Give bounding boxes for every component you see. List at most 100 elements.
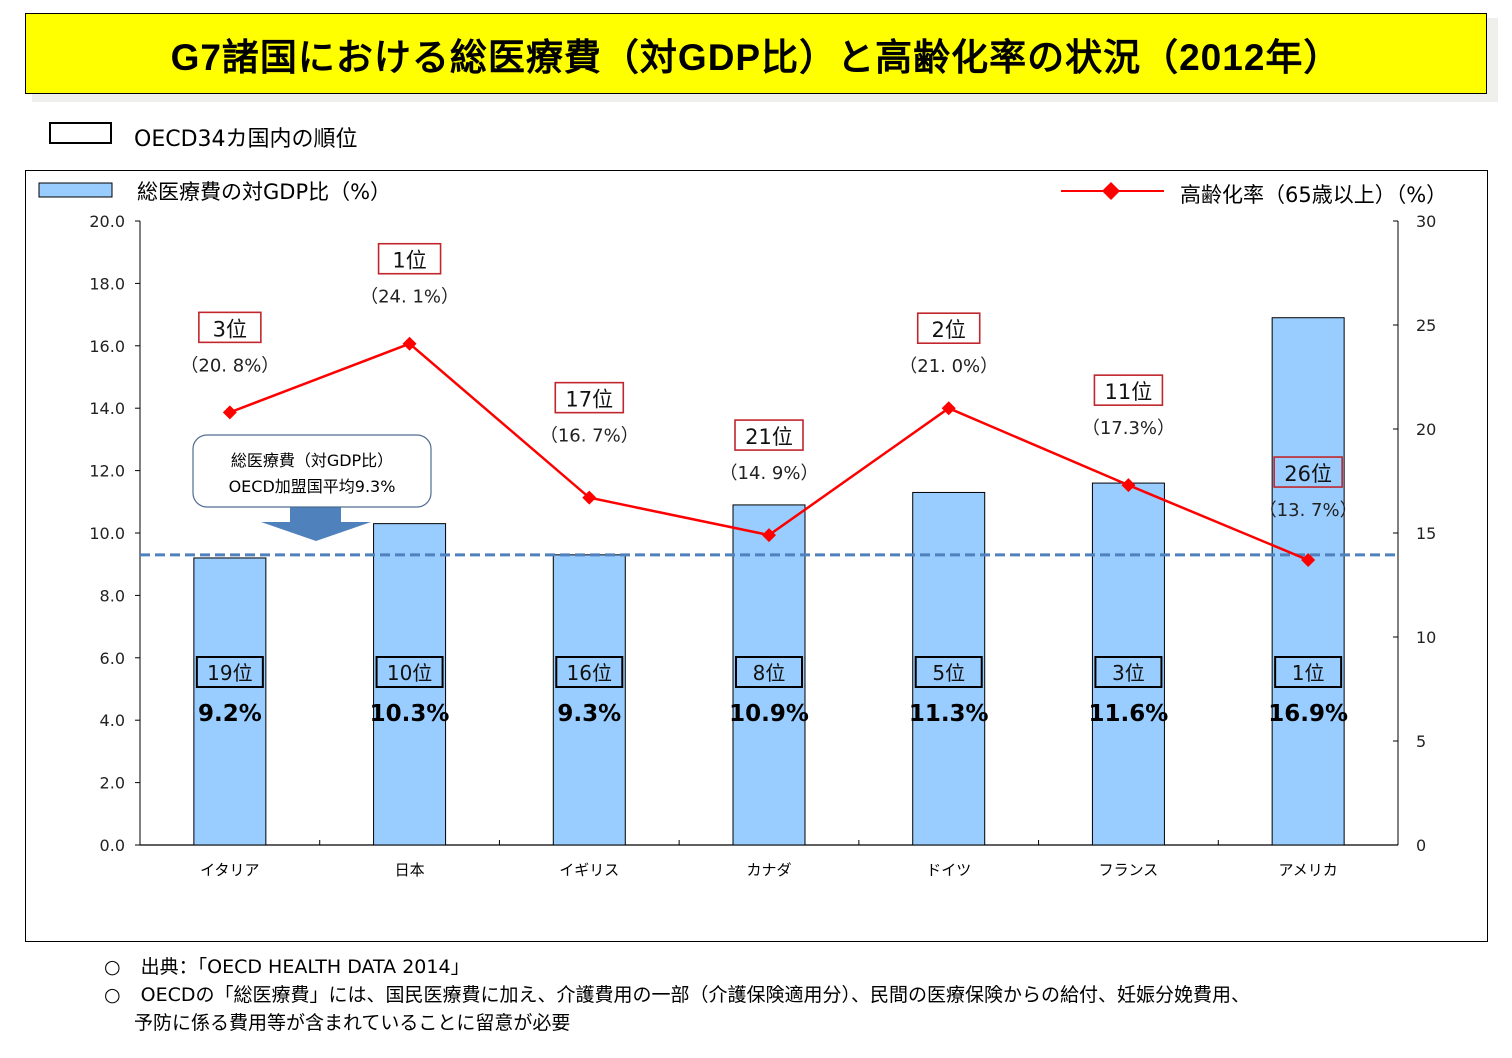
right-y-tick-label: 15 [1416, 524, 1436, 543]
note-definition: ○ OECDの「総医療費」には、国民医療費に加え、介護費用の一部（介護保険適用分… [104, 981, 1250, 1009]
elderly-rate-marker [1301, 553, 1316, 568]
bar-rank-box [1094, 656, 1163, 688]
bar-rank-label: 19位 [207, 661, 252, 685]
elderly-rate-marker [582, 490, 597, 505]
left-y-tick-label: 18.0 [89, 274, 125, 293]
bar-value-label: 10.9% [729, 701, 809, 727]
x-tick-label: イギリス [559, 861, 619, 879]
x-tick-label: フランス [1099, 861, 1159, 879]
elderly-rank-label: 1位 [392, 249, 426, 273]
note-source: ○ 出典：「OECD HEALTH DATA 2014」 [104, 953, 1250, 981]
bullet-icon: ○ [104, 984, 121, 1006]
elderly-rate-marker [1121, 478, 1136, 493]
note-text-line2: 予防に係る費用等が含まれていることに留意が必要 [134, 1012, 571, 1034]
right-y-tick-label: 10 [1416, 628, 1436, 647]
source-text: 出典：「OECD HEALTH DATA 2014」 [140, 956, 470, 978]
bar-value-label: 9.3% [557, 701, 621, 727]
page-title: G7諸国における総医療費（対GDP比）と高齢化率の状況（2012年） [170, 36, 1342, 78]
bar [373, 523, 447, 846]
bar-rank-label: 1位 [1292, 661, 1325, 685]
bar [912, 491, 986, 846]
elderly-rank-label: 26位 [1284, 462, 1332, 486]
bar [1091, 482, 1165, 846]
bar [1271, 317, 1345, 846]
callout-box [192, 434, 432, 508]
elderly-value-label: （24. 1%） [360, 287, 459, 308]
legend-line-label: 高齢化率（65歳以上）（%） [1180, 183, 1447, 207]
note-definition-cont: 予防に係る費用等が含まれていることに留意が必要 [104, 1009, 1250, 1037]
legend-bar-swatch [38, 182, 113, 198]
rank-legend-label: OECD34カ国内の順位 [134, 127, 358, 152]
elderly-rate-marker [941, 401, 956, 416]
elderly-rank-box [198, 311, 262, 344]
left-y-tick-label: 16.0 [89, 337, 125, 356]
bar-rank-box [1274, 656, 1343, 688]
left-y-tick-label: 20.0 [89, 212, 125, 231]
elderly-value-label: （21. 0%） [899, 356, 998, 377]
bar-rank-box [914, 656, 983, 688]
elderly-rank-box [554, 381, 625, 414]
x-tick-label: 日本 [395, 861, 425, 879]
note-text-line1: OECDの「総医療費」には、国民医療費に加え、介護費用の一部（介護保険適用分）、… [140, 984, 1251, 1006]
elderly-rank-label: 17位 [565, 388, 613, 412]
bar-rank-label: 10位 [387, 661, 432, 685]
footnotes: ○ 出典：「OECD HEALTH DATA 2014」 ○ OECDの「総医療… [104, 953, 1250, 1037]
elderly-rank-label: 11位 [1105, 380, 1153, 404]
left-y-tick-label: 0.0 [100, 836, 125, 855]
elderly-value-label: （13. 7%） [1259, 500, 1358, 521]
left-y-tick-label: 8.0 [100, 586, 125, 605]
legend-line-marker [1102, 182, 1120, 200]
elderly-rank-box [916, 312, 981, 345]
right-y-tick-label: 30 [1416, 212, 1436, 231]
bar-value-label: 16.9% [1268, 701, 1348, 727]
x-tick-label: カナダ [746, 861, 791, 879]
x-tick-label: イタリア [200, 861, 259, 879]
bar-rank-box [735, 656, 803, 688]
legend-bar-label: 総医療費の対GDP比（%） [137, 180, 391, 204]
elderly-rank-box [1273, 456, 1343, 488]
right-y-tick-label: 5 [1416, 732, 1426, 751]
bar-rank-box [555, 656, 624, 688]
elderly-rate-marker [402, 336, 417, 351]
left-y-tick-label: 14.0 [89, 399, 125, 418]
right-y-tick-label: 25 [1416, 316, 1436, 335]
left-y-tick-label: 4.0 [100, 711, 125, 730]
bar-rank-box [375, 656, 444, 688]
elderly-value-label: （17.3%） [1082, 418, 1175, 439]
elderly-rank-box [1093, 374, 1164, 406]
bar [732, 504, 806, 846]
elderly-rate-marker [762, 528, 776, 543]
bar-value-label: 10.3% [370, 701, 450, 727]
callout-line2: OECD加盟国平均9.3% [229, 477, 396, 496]
elderly-rank-box [377, 242, 442, 275]
bar-rank-label: 3位 [1112, 661, 1145, 685]
bar-rank-label: 16位 [567, 661, 612, 685]
elderly-value-label: （16. 7%） [540, 426, 639, 447]
bar-rank-label: 8位 [753, 661, 786, 685]
bar-value-label: 11.3% [909, 701, 989, 727]
bar [552, 554, 626, 846]
oecd-average-callout: 総医療費（対GDP比） OECD加盟国平均9.3% [192, 434, 432, 541]
elderly-rank-label: 21位 [745, 425, 793, 449]
left-y-tick-label: 2.0 [100, 774, 125, 793]
callout-line1: 総医療費（対GDP比） [231, 451, 393, 470]
elderly-rank-label: 2位 [932, 318, 966, 342]
elderly-rank-label: 3位 [213, 317, 247, 341]
bar-value-label: 9.2% [198, 701, 262, 727]
bar-value-label: 11.6% [1089, 701, 1169, 727]
left-y-tick-label: 6.0 [100, 649, 125, 668]
elderly-rank-box [734, 419, 804, 451]
x-tick-label: ドイツ [926, 861, 971, 879]
title-banner: G7諸国における総医療費（対GDP比）と高齢化率の状況（2012年） [25, 13, 1487, 94]
chart-frame [25, 170, 1488, 942]
elderly-value-label: （20. 8%） [180, 355, 279, 376]
bar [193, 557, 267, 846]
bullet-icon: ○ [104, 956, 121, 978]
elderly-value-label: （14. 9%） [720, 463, 819, 484]
x-tick-label: アメリカ [1279, 861, 1338, 879]
bar-rank-label: 5位 [932, 661, 965, 685]
left-y-tick-label: 12.0 [89, 462, 125, 481]
right-y-tick-label: 20 [1416, 420, 1436, 439]
elderly-rate-marker [222, 405, 237, 420]
